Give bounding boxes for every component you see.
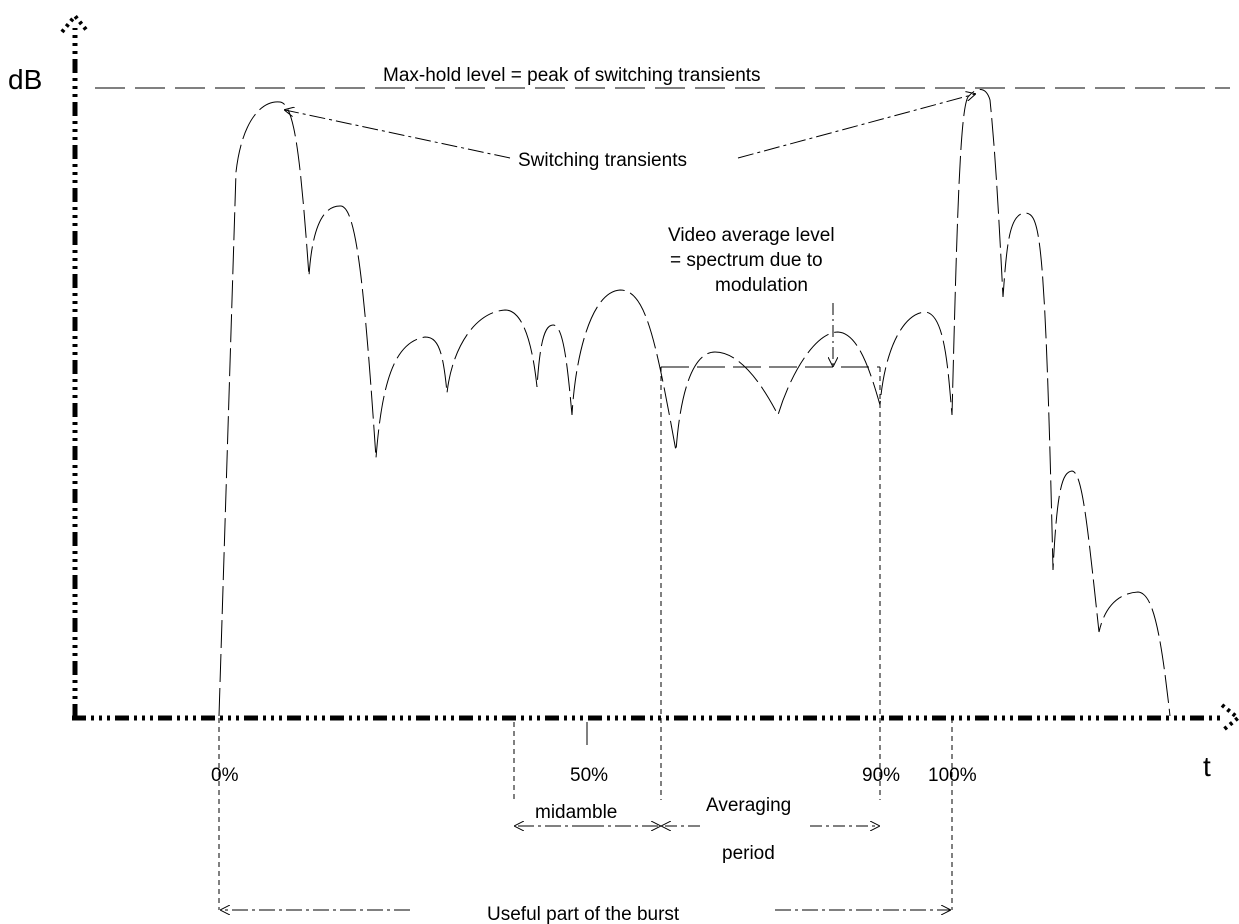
burst-envelope-curve <box>218 89 1171 717</box>
switching-leader-right <box>737 94 975 159</box>
midamble-label: midamble <box>535 802 617 823</box>
video-avg-label-line1: Video average level <box>668 225 835 246</box>
y-axis-label: dB <box>8 64 42 95</box>
tick-label-90: 90% <box>862 765 900 786</box>
tick-label-0: 0% <box>211 765 239 786</box>
tick-label-50: 50% <box>570 765 608 786</box>
x-axis-label: t <box>1203 751 1211 782</box>
useful-part-label: Useful part of the burst <box>487 904 680 924</box>
video-avg-label-line3: modulation <box>715 275 808 296</box>
max-hold-label: Max-hold level = peak of switching trans… <box>383 65 761 86</box>
video-avg-label-line2: = spectrum due to <box>670 250 823 271</box>
tick-label-100: 100% <box>928 765 977 786</box>
averaging-label-line2: period <box>722 843 775 864</box>
averaging-label-line1: Averaging <box>706 795 791 816</box>
switching-transients-label: Switching transients <box>518 150 687 171</box>
switching-leader-left <box>285 110 511 159</box>
x-axis-arrowhead <box>1220 703 1239 733</box>
